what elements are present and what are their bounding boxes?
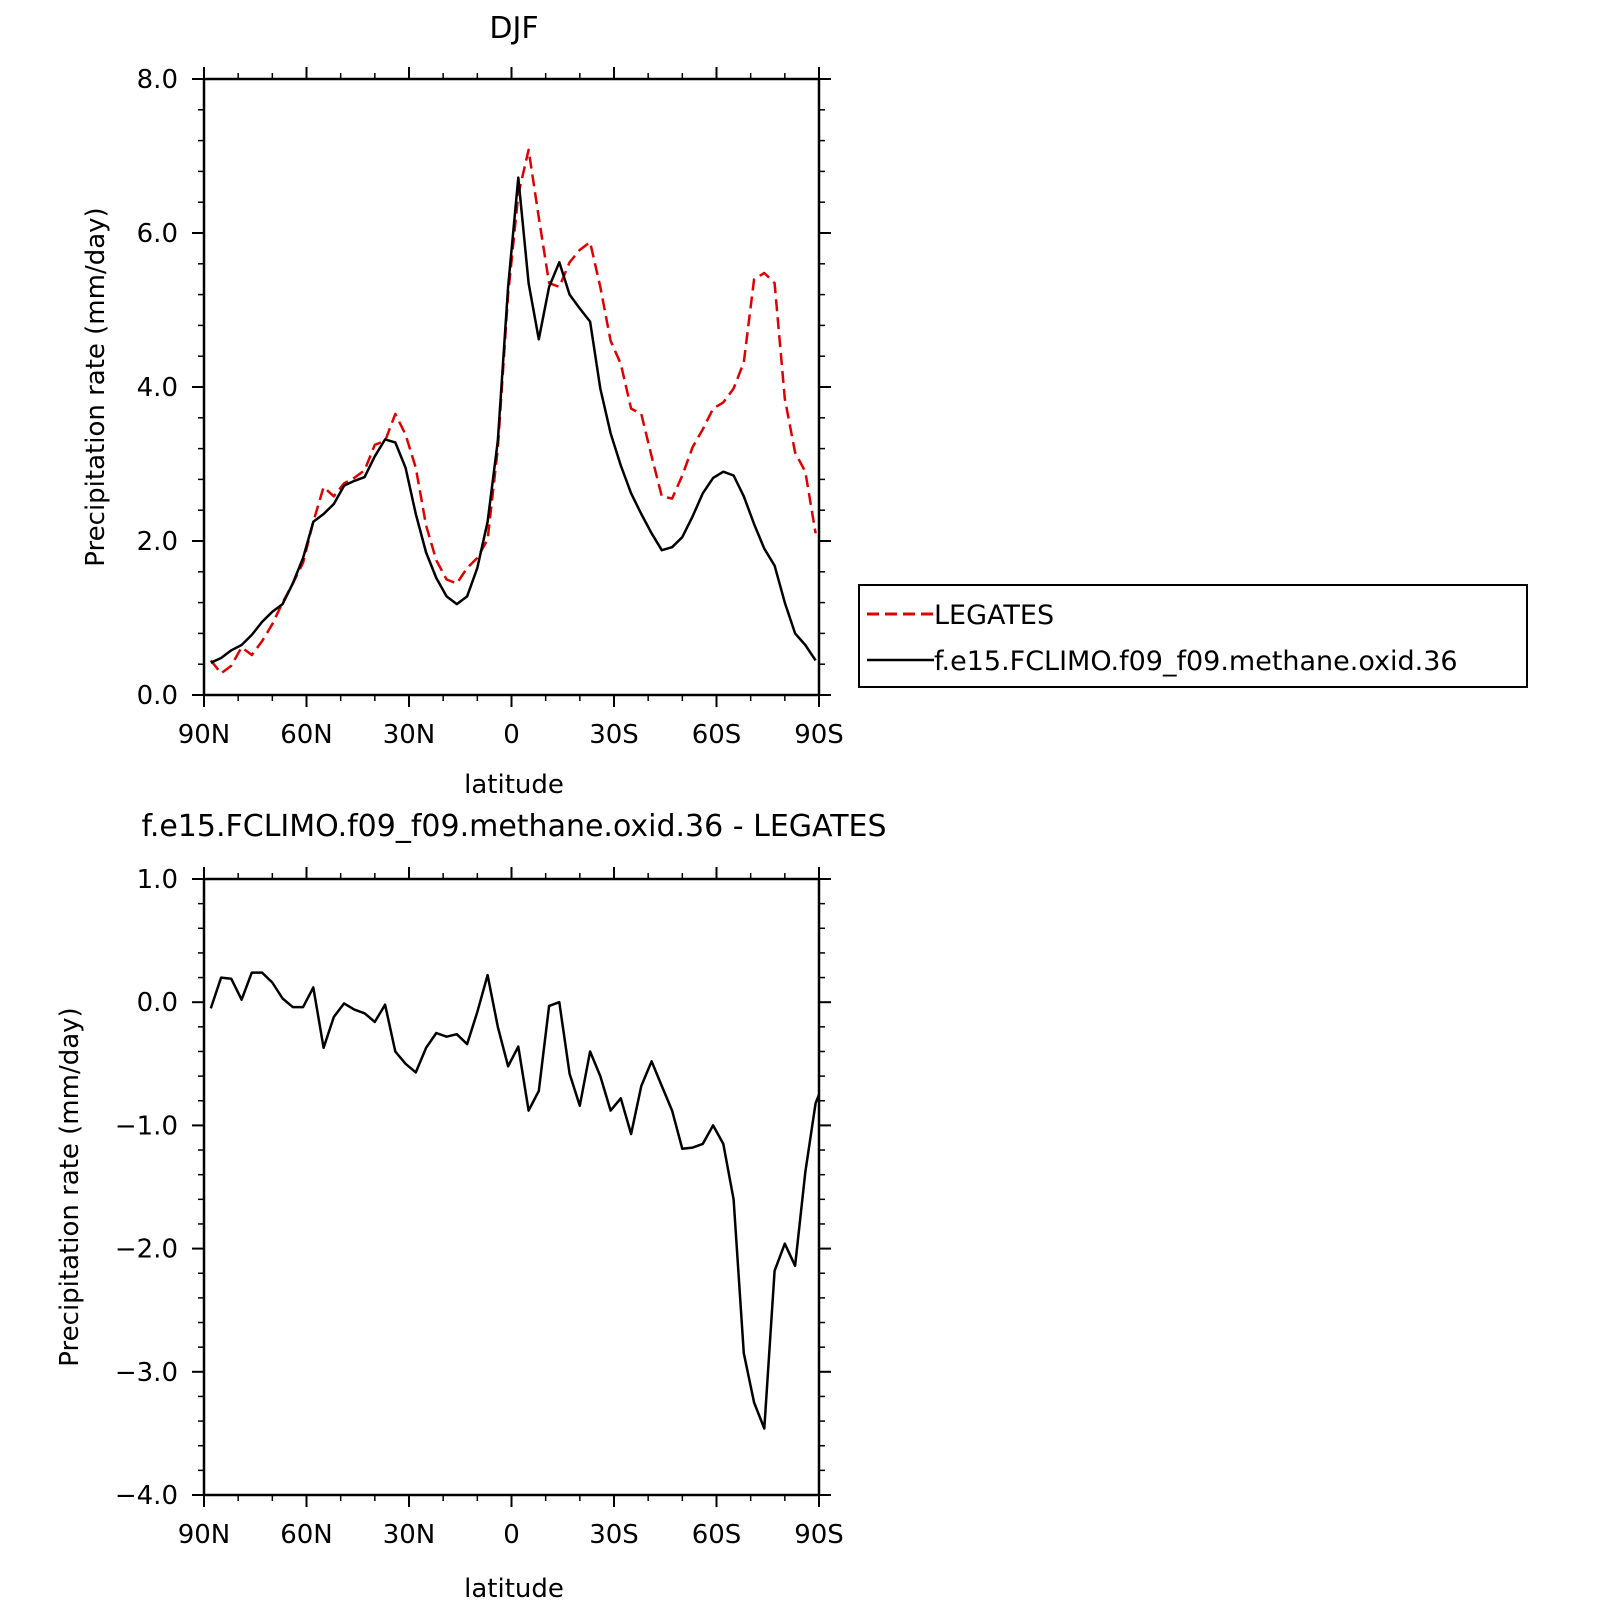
bottom-ytick-label: −1.0 xyxy=(115,1111,178,1141)
bottom-xtick-label: 0 xyxy=(503,1520,520,1550)
bottom-x-axis-label: latitude xyxy=(464,1574,564,1604)
legend-label-legates: LEGATES xyxy=(934,600,1054,631)
top-ytick-label: 4.0 xyxy=(137,373,178,403)
bottom-ytick-label: −4.0 xyxy=(115,1481,178,1511)
top-xtick-label: 90S xyxy=(794,720,844,750)
top-y-axis-label: Precipitation rate (mm/day) xyxy=(81,207,111,566)
top-panel-title: DJF xyxy=(489,11,538,46)
top-xtick-label: 0 xyxy=(503,720,520,750)
legend: LEGATES f.e15.FCLIMO.f09_f09.methane.oxi… xyxy=(858,584,1528,688)
top-xtick-label: 30S xyxy=(589,720,639,750)
bottom-panel-title: f.e15.FCLIMO.f09_f09.methane.oxid.36 - L… xyxy=(141,809,886,844)
bottom-xtick-label: 30S xyxy=(589,1520,639,1550)
top-ytick-label: 0.0 xyxy=(137,681,178,711)
bottom-ytick-label: 0.0 xyxy=(137,988,178,1018)
top-xtick-label: 90N xyxy=(178,720,231,750)
top-xtick-label: 60N xyxy=(280,720,333,750)
bottom-y-axis-label: Precipitation rate (mm/day) xyxy=(55,1007,85,1366)
top-plot-area: 90N 60N 30N 0 30S 60S 90S 0.0 2.0 4.0 6.0 8.0 xyxy=(137,65,844,750)
bottom-series-line-0 xyxy=(209,971,819,1430)
legend-label-model: f.e15.FCLIMO.f09_f09.methane.oxid.36 xyxy=(934,646,1458,677)
bottom-ytick-label: −2.0 xyxy=(115,1235,178,1265)
top-series-line-1 xyxy=(210,176,817,664)
bottom-ytick-label: −3.0 xyxy=(115,1358,178,1388)
top-ytick-label: 8.0 xyxy=(137,65,178,95)
top-plot-frame xyxy=(202,77,821,697)
top-x-axis-label: latitude xyxy=(464,770,564,800)
bottom-panel: f.e15.FCLIMO.f09_f09.methane.oxid.36 - L… xyxy=(55,809,887,1604)
bottom-xtick-label: 60N xyxy=(280,1520,333,1550)
top-ytick-label: 2.0 xyxy=(137,527,178,557)
bottom-xtick-label: 90N xyxy=(178,1520,231,1550)
top-xtick-label: 60S xyxy=(692,720,742,750)
bottom-xtick-label: 60S xyxy=(692,1520,742,1550)
bottom-xtick-label: 90S xyxy=(794,1520,844,1550)
top-ytick-label: 6.0 xyxy=(137,219,178,249)
legend-box xyxy=(858,584,1528,688)
bottom-xtick-label: 30N xyxy=(383,1520,436,1550)
top-xtick-label: 30N xyxy=(383,720,436,750)
bottom-plot-frame xyxy=(202,877,821,1497)
bottom-plot-area: 90N 60N 30N 0 30S 60S 90S −4.0 −3.0 −2.0 −1.0 0.0 1.… xyxy=(115,865,844,1550)
top-panel: DJF 90N 60N 30N 0 30S 60S 90S 0.0 2.0 4.0 6.0 8.0 l… xyxy=(81,11,1528,800)
bottom-ytick-label: 1.0 xyxy=(137,865,178,895)
